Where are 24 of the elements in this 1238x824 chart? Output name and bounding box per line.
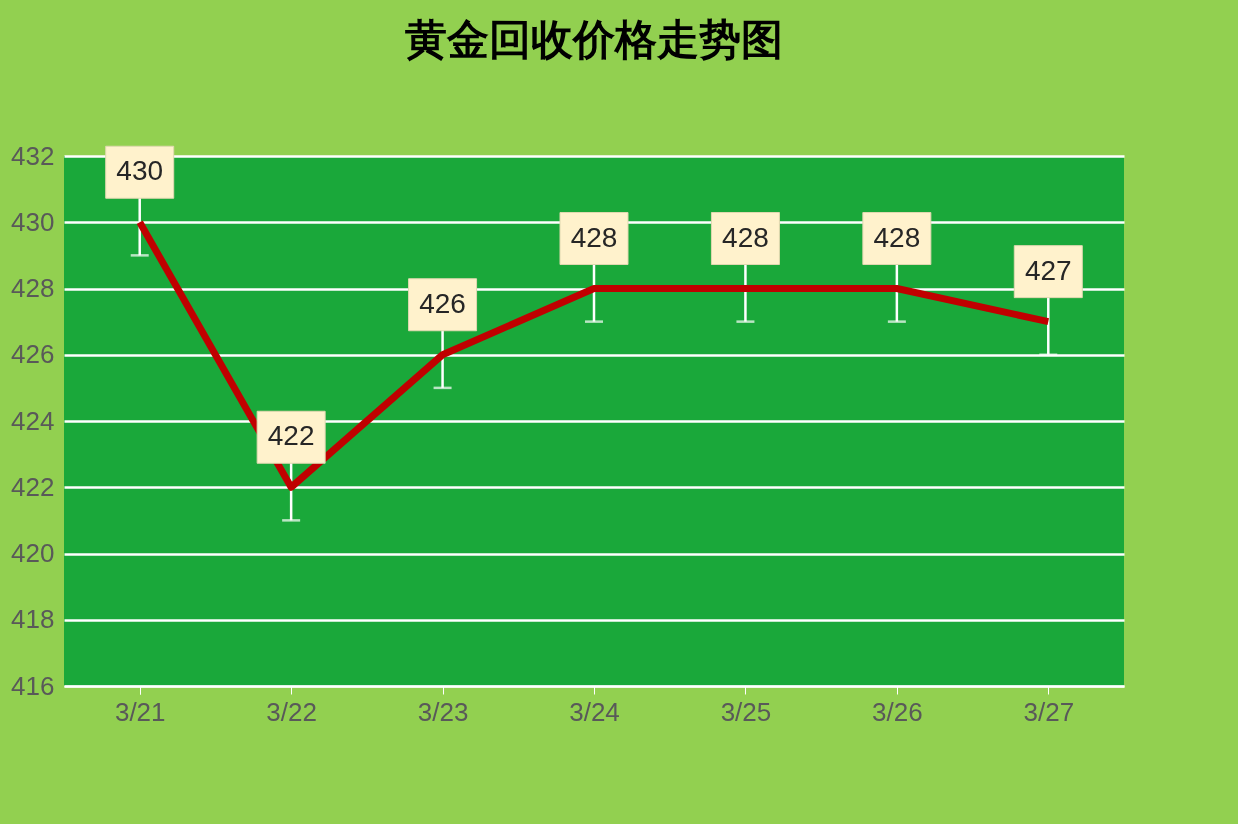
x-tick-label: 3/25 xyxy=(720,696,772,727)
x-tick-label: 3/26 xyxy=(872,696,923,727)
data-label: 422 xyxy=(267,420,315,452)
data-label: 428 xyxy=(722,221,769,253)
y-tick-label: 420 xyxy=(11,538,55,568)
data-label: 426 xyxy=(419,287,466,319)
y-tick-label: 430 xyxy=(11,206,55,237)
y-tick-label: 418 xyxy=(11,604,55,635)
x-tick-label: 3/22 xyxy=(266,696,317,727)
y-tick-label: 426 xyxy=(11,339,55,370)
data-label: 428 xyxy=(873,221,921,253)
x-tick-label: 3/24 xyxy=(569,696,620,727)
y-tick-label: 428 xyxy=(11,273,55,303)
data-label: 427 xyxy=(1024,254,1072,286)
y-tick-label: 416 xyxy=(11,670,55,701)
x-tick-label: 3/27 xyxy=(1023,696,1075,727)
x-tick-label: 3/21 xyxy=(114,696,166,727)
y-tick-label: 432 xyxy=(11,140,55,171)
chart-title: 黄金回收价格走势图 xyxy=(405,17,783,63)
y-tick-label: 422 xyxy=(11,471,55,502)
data-label: 428 xyxy=(570,221,618,253)
x-tick-label: 3/23 xyxy=(417,696,469,727)
data-label: 430 xyxy=(116,155,164,187)
y-tick-label: 424 xyxy=(11,405,55,436)
